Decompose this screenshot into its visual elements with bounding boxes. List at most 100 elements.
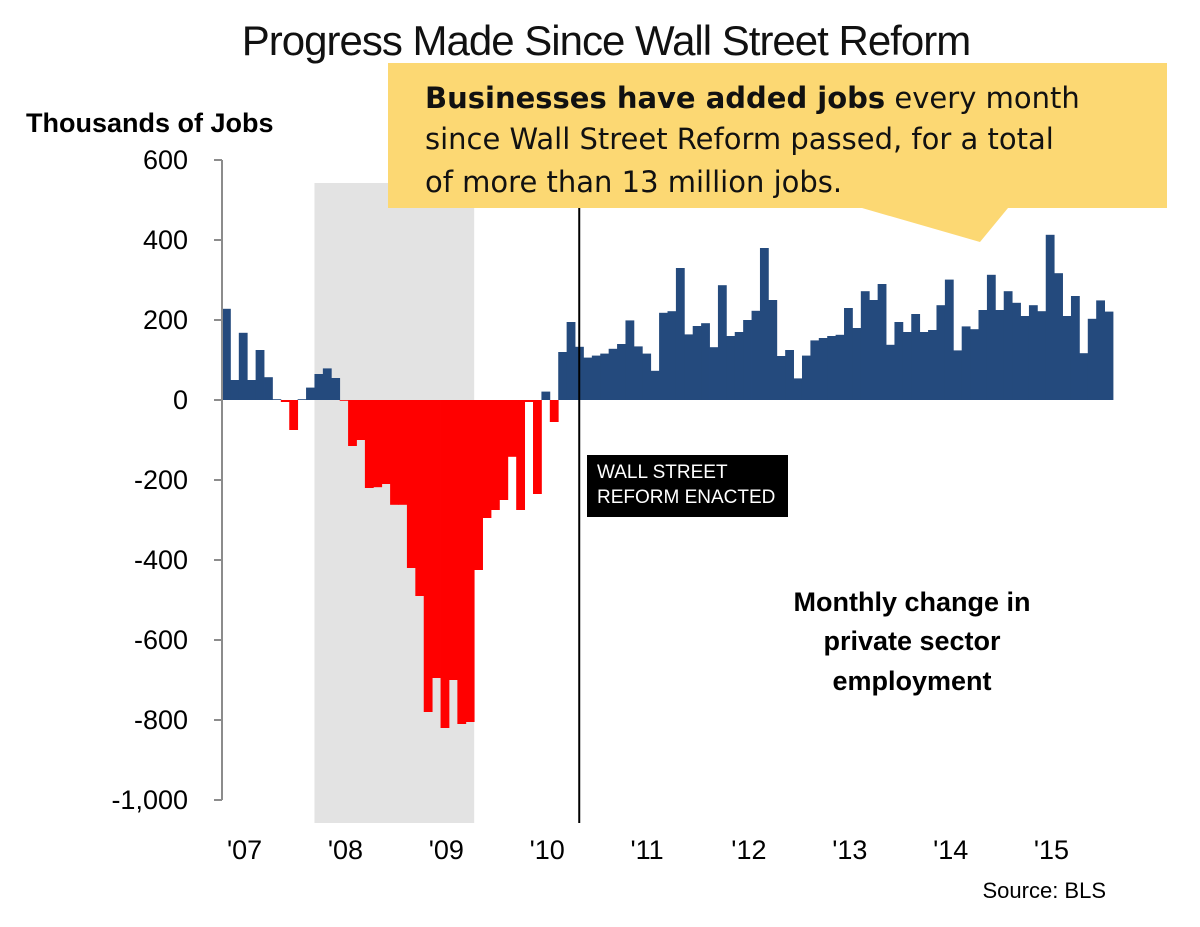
y-tick-label: -400 [134,545,188,575]
bar [953,350,963,400]
callout-box: Businesses have added jobs every month s… [388,63,1167,242]
bar [978,310,988,400]
svg-text:Businesses have added jobs eve: Businesses have added jobs every month [425,81,1080,115]
bar [869,300,879,400]
bar [675,268,685,400]
x-tick-label: '11 [631,835,664,865]
source-note: Source: BLS [982,878,1106,903]
bar [591,355,601,400]
bar [1096,300,1105,400]
bar [406,400,416,568]
bar [507,400,517,457]
bar [566,322,576,400]
bar [1020,316,1030,400]
bar [289,400,299,430]
bar [751,310,761,400]
bar [911,314,921,400]
bar [701,323,710,400]
bar [1028,305,1038,400]
bar [844,308,853,400]
bar [390,400,399,505]
bar [734,332,744,400]
bar [373,400,383,488]
bar [894,322,904,400]
bar [600,353,610,400]
bar [415,400,425,596]
y-tick-label: -800 [134,705,188,735]
x-axis-ticks: '07 '08 '09 '10 '11 '12 '13 '14 '15 [227,835,1069,865]
x-tick-label: '12 [731,835,766,865]
bar [961,326,971,400]
y-tick-label: -600 [134,625,188,655]
bar [970,329,979,400]
bar [348,400,357,446]
callout-text-2: since Wall Street Reform passed, for a t… [425,122,1054,156]
bar [852,328,862,400]
bar [642,353,652,400]
bar [364,400,374,488]
bar [827,336,837,400]
bar [726,336,736,400]
bar [1104,311,1114,400]
y-tick-label: 600 [143,145,188,175]
bar [1003,291,1013,400]
y-tick-label: -1,000 [111,785,188,815]
bar [793,378,803,400]
bar [617,344,626,400]
bar [928,330,937,400]
bar [1070,296,1080,400]
y-tick-label: 200 [143,305,188,335]
bar [810,340,820,400]
bar [314,374,324,400]
bar [860,291,870,400]
bar [986,274,996,400]
bar [465,400,475,722]
bar [1054,273,1063,400]
bar [524,400,534,402]
bar [936,305,946,400]
bar [238,332,248,400]
bar [482,400,492,518]
bar [776,356,786,400]
bar [877,284,887,400]
bar [759,248,769,400]
bar [381,400,391,484]
bar [306,387,315,400]
x-tick-label: '07 [227,835,262,865]
bar [768,300,778,400]
bar [533,400,542,494]
bar [1079,353,1089,400]
bar [633,346,643,400]
bar [709,347,719,400]
bar [659,312,668,400]
bar [902,332,912,400]
bar [650,370,660,400]
bar [608,348,618,400]
bar [230,380,240,400]
bar [339,400,349,401]
bar [801,355,811,400]
bar [457,400,467,724]
bar [247,380,257,400]
bar [440,400,450,728]
bar [995,310,1005,400]
bar [1062,316,1072,400]
bar [499,400,509,500]
bar [541,391,551,400]
annotation-line-1: Monthly change in [793,587,1030,617]
bar [1012,302,1021,400]
bar [818,338,828,400]
y-tick-label: 400 [143,225,188,255]
bar [835,334,845,400]
annotation-line-2: private sector [823,626,1001,656]
x-tick-label: '14 [933,835,968,865]
y-tick-label: 0 [173,385,188,415]
reform-label-box: WALL STREET REFORM ENACTED [587,455,788,517]
bar-series [222,234,1114,728]
chart-title: Progress Made Since Wall Street Reform [242,17,970,64]
x-tick-label: '13 [832,835,867,865]
bar [549,400,559,422]
y-axis-label: Thousands of Jobs [26,108,274,138]
reform-label-line-1: WALL STREET [597,462,728,483]
